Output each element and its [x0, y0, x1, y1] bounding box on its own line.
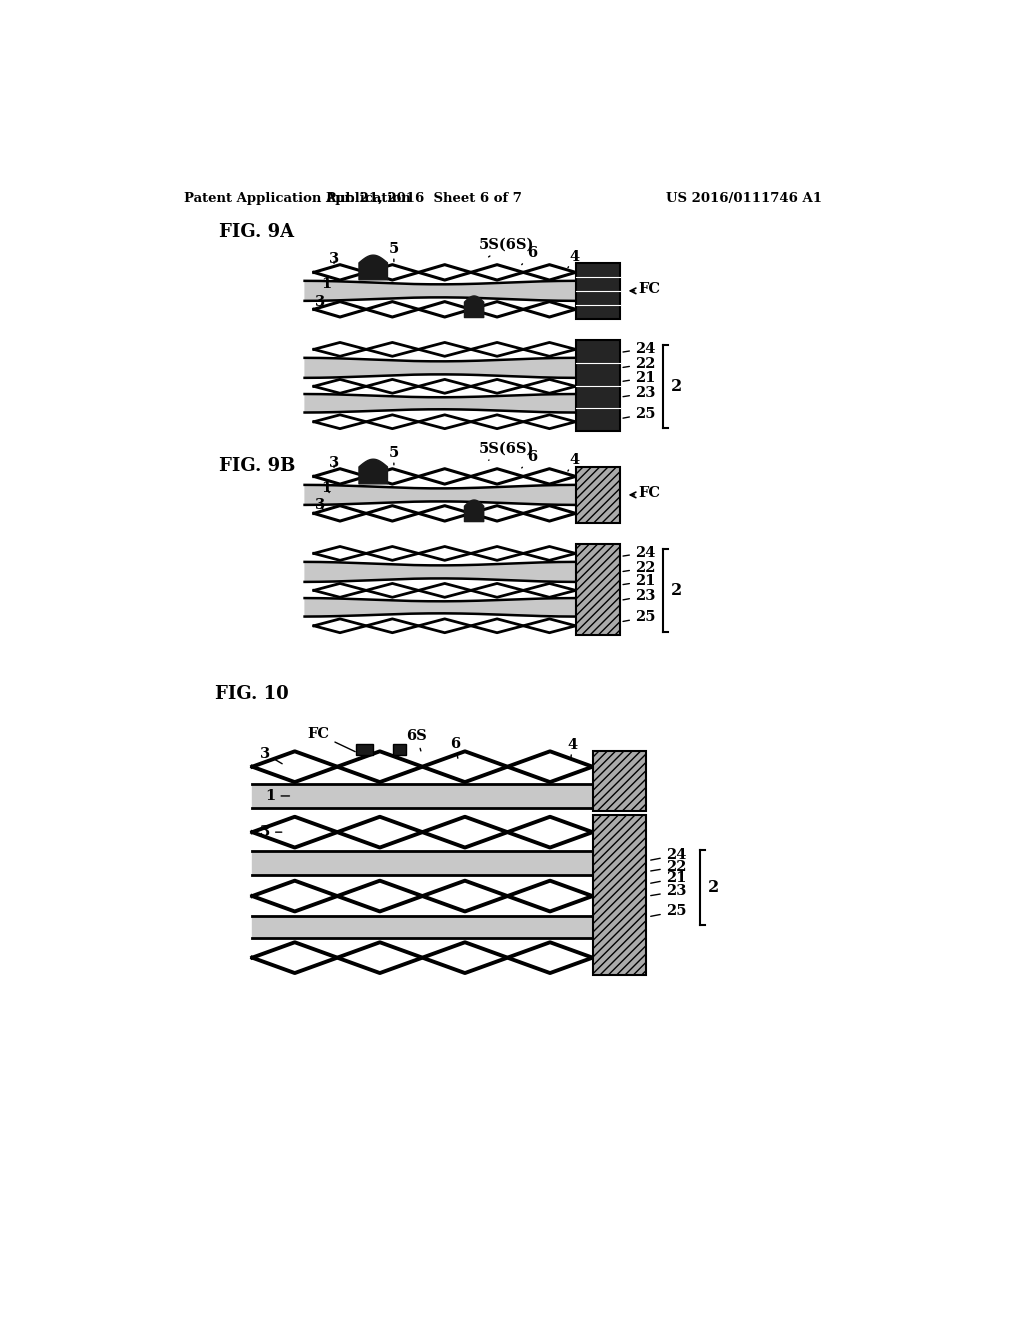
Text: 25: 25: [623, 610, 655, 624]
Text: 24: 24: [623, 342, 655, 355]
Text: 21: 21: [623, 574, 655, 589]
Text: 24: 24: [650, 849, 686, 862]
Bar: [575, 544, 620, 635]
Text: 22: 22: [650, 859, 686, 874]
Text: 5S(6S): 5S(6S): [478, 442, 534, 461]
Text: 6: 6: [521, 450, 538, 469]
Text: 4: 4: [567, 738, 578, 758]
Bar: [593, 816, 646, 974]
Text: 24: 24: [623, 545, 655, 560]
Text: FC: FC: [639, 282, 660, 296]
Bar: [593, 751, 646, 812]
Text: 3: 3: [330, 455, 339, 470]
Text: 3: 3: [315, 498, 326, 512]
Text: FIG. 9A: FIG. 9A: [219, 223, 294, 242]
Bar: [393, 743, 407, 755]
Text: 21: 21: [623, 371, 655, 385]
Text: FIG. 10: FIG. 10: [215, 685, 289, 702]
Text: 6S: 6S: [407, 729, 427, 751]
Bar: [575, 341, 620, 430]
Text: 5S(6S): 5S(6S): [478, 238, 534, 257]
Text: US 2016/0111746 A1: US 2016/0111746 A1: [666, 191, 821, 205]
Text: Patent Application Publication: Patent Application Publication: [184, 191, 412, 205]
Text: FC: FC: [639, 486, 660, 500]
Text: 23: 23: [650, 884, 686, 899]
Text: 4: 4: [568, 453, 580, 471]
Text: 1: 1: [322, 277, 332, 290]
Text: 2: 2: [671, 378, 682, 395]
Text: 23: 23: [623, 589, 655, 603]
Text: FIG. 9B: FIG. 9B: [219, 458, 296, 475]
Text: 22: 22: [623, 561, 655, 576]
Text: 3: 3: [260, 747, 283, 764]
Bar: [575, 467, 620, 523]
Text: 21: 21: [650, 871, 686, 886]
Text: 23: 23: [623, 387, 655, 400]
Text: 22: 22: [623, 356, 655, 371]
Text: 3: 3: [315, 294, 326, 309]
Text: 2: 2: [708, 879, 719, 896]
Text: 25: 25: [623, 407, 655, 421]
Text: 5: 5: [388, 446, 398, 465]
Text: 2: 2: [671, 582, 682, 599]
Bar: [356, 743, 373, 755]
Text: 6: 6: [521, 246, 538, 264]
Text: 5: 5: [388, 243, 398, 261]
Text: 3: 3: [330, 252, 339, 265]
Text: 3: 3: [260, 825, 282, 840]
Text: 25: 25: [650, 904, 686, 919]
Text: 1: 1: [265, 789, 290, 803]
Text: 1: 1: [322, 480, 332, 495]
Text: Apr. 21, 2016  Sheet 6 of 7: Apr. 21, 2016 Sheet 6 of 7: [325, 191, 521, 205]
Text: 6: 6: [451, 737, 460, 758]
Text: FC: FC: [307, 727, 355, 751]
Bar: [575, 263, 620, 318]
Text: 4: 4: [568, 249, 580, 268]
